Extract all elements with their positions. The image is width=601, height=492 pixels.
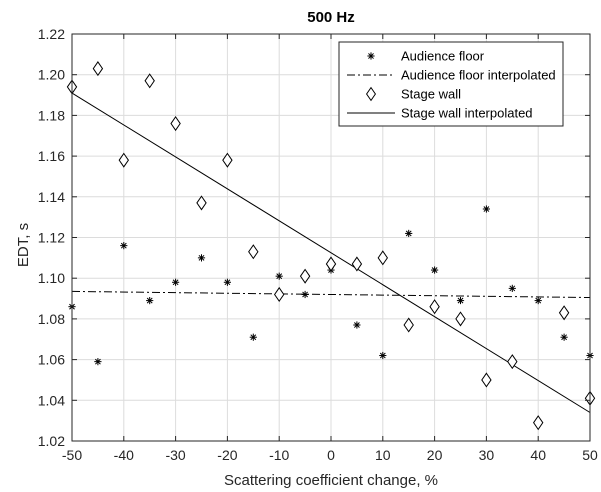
diamond-marker — [429, 299, 440, 315]
diamond-marker — [377, 250, 389, 266]
diamond-marker — [403, 317, 414, 333]
diamond-marker — [144, 73, 155, 89]
y-tick-label: 1.02 — [38, 433, 65, 449]
asterisk-marker — [456, 296, 465, 305]
y-tick-label: 1.14 — [38, 189, 65, 205]
diamond-marker — [92, 61, 104, 77]
asterisk-marker — [379, 351, 387, 360]
x-tick-label: 40 — [530, 447, 546, 463]
asterisk-stroke — [368, 53, 374, 59]
asterisk-marker — [197, 254, 206, 262]
x-tick-label: 30 — [479, 447, 495, 463]
x-tick-label: 0 — [327, 447, 335, 463]
y-axis-title: EDT, s — [15, 223, 32, 267]
y-tick-label: 1.12 — [38, 230, 65, 246]
asterisk-stroke — [250, 334, 257, 341]
asterisk-marker — [172, 278, 180, 286]
y-tick-label: 1.08 — [38, 311, 65, 327]
asterisk-stroke — [302, 291, 308, 298]
asterisk-marker — [146, 296, 154, 305]
legend-label: Audience floor — [401, 49, 485, 64]
asterisk-stroke — [483, 206, 490, 212]
legend-label: Stage wall interpolated — [401, 106, 533, 121]
diamond-marker — [118, 152, 130, 168]
diamond-marker — [365, 86, 377, 102]
asterisk-marker — [367, 52, 375, 60]
asterisk-stroke — [405, 230, 412, 237]
x-tick-label: -50 — [62, 447, 82, 463]
asterisk-marker — [431, 266, 439, 274]
asterisk-stroke — [120, 242, 127, 249]
asterisk-marker — [482, 205, 490, 213]
asterisk-marker — [508, 284, 516, 292]
asterisk-stroke — [276, 273, 283, 280]
diamond-marker — [351, 256, 363, 272]
asterisk-marker — [120, 242, 128, 250]
axes: -50 -40 -30 -20 -10 0 10 20 30 40 50 1.02 1.04 1.06 1.… — [38, 26, 598, 463]
asterisk-marker — [405, 229, 413, 238]
asterisk-stroke — [509, 285, 516, 292]
diamond-marker — [507, 354, 518, 370]
diamond-marker — [273, 286, 285, 303]
asterisk-stroke — [561, 334, 567, 341]
asterisk-stroke — [146, 297, 153, 304]
x-tick-label: 20 — [427, 447, 443, 463]
diamond-marker — [299, 268, 311, 284]
plot-frame — [71, 33, 591, 442]
asterisk-marker — [534, 296, 542, 305]
asterisk-marker — [223, 278, 231, 286]
chart-title: 500 Hz — [307, 9, 355, 26]
legend-box — [338, 41, 564, 127]
y-tick-label: 1.18 — [38, 107, 65, 123]
diamond-marker — [222, 152, 233, 168]
asterisk-stroke — [379, 352, 386, 359]
diamond-marker — [481, 372, 492, 388]
asterisk-stroke — [431, 267, 438, 273]
y-tick-label: 1.10 — [38, 270, 65, 286]
y-tick-label: 1.16 — [38, 148, 65, 164]
asterisk-stroke — [95, 358, 101, 365]
diamond-marker — [325, 256, 337, 272]
x-axis-title: Scattering coefficient change, % — [224, 472, 438, 489]
asterisk-stroke — [457, 297, 464, 304]
stage-wall-fit-line — [71, 92, 591, 413]
y-tick-label: 1.06 — [38, 352, 65, 368]
asterisk-marker — [353, 321, 361, 329]
y-tick-label: 1.20 — [38, 67, 65, 83]
diamond-marker — [455, 311, 466, 327]
x-tick-label: -40 — [114, 447, 134, 463]
diamond-marker — [170, 115, 181, 132]
asterisk-marker — [275, 272, 283, 280]
x-tick-label: 50 — [582, 447, 598, 463]
plot-data — [66, 61, 596, 431]
legend-label: Stage wall — [401, 87, 461, 102]
asterisk-marker — [560, 333, 568, 341]
diamond-marker — [248, 244, 259, 260]
y-tick-label: 1.04 — [38, 392, 65, 408]
asterisk-marker — [249, 333, 257, 341]
asterisk-stroke — [172, 279, 179, 286]
asterisk-stroke — [535, 297, 542, 304]
legend: Audience floor Audience floor interpolate… — [338, 41, 564, 127]
audience-floor-fit-line — [71, 290, 591, 299]
diamond-marker — [532, 415, 544, 431]
x-tick-label: -20 — [217, 447, 237, 463]
asterisk-stroke — [198, 254, 205, 261]
legend-label: Audience floor interpolated — [401, 68, 556, 83]
asterisk-stroke — [224, 279, 231, 286]
x-tick-label: 10 — [375, 447, 391, 463]
asterisk-marker — [94, 358, 102, 366]
x-tick-label: -30 — [165, 447, 185, 463]
x-tick-label: -10 — [269, 447, 289, 463]
y-tick-label: 1.22 — [38, 26, 65, 42]
diamond-marker — [558, 305, 570, 321]
asterisk-marker — [301, 290, 309, 299]
asterisk-stroke — [354, 322, 360, 328]
diamond-marker — [196, 195, 207, 211]
